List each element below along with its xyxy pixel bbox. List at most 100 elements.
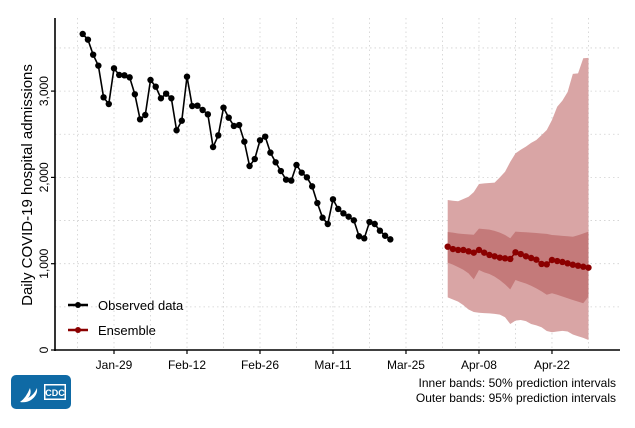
observed-data-point	[152, 83, 159, 90]
observed-data-point	[308, 183, 316, 190]
svg-text:CDC: CDC	[45, 388, 65, 398]
note-outer-bands: Outer bands: 95% prediction intervals	[416, 391, 616, 405]
observed-data-point	[199, 106, 206, 114]
note-inner-bands: Inner bands: 50% prediction intervals	[419, 376, 616, 390]
ensemble-point	[501, 255, 509, 262]
observed-data-point	[288, 177, 295, 184]
ensemble-point	[486, 251, 493, 259]
observed-data-point	[168, 95, 175, 102]
ensemble-point	[449, 245, 457, 253]
ensemble-point	[517, 250, 524, 258]
observed-data-point	[355, 233, 363, 240]
x-tick-label: Feb-12	[168, 358, 206, 372]
observed-data-point	[241, 138, 248, 145]
ensemble-point	[465, 248, 472, 255]
legend-item-observed: Observed data	[68, 298, 184, 313]
y-axis-label: Daily COVID-19 hospital admissions	[19, 64, 36, 306]
observed-data-point	[230, 122, 238, 130]
ensemble-point	[533, 256, 540, 263]
observed-data-point	[262, 133, 269, 140]
observed-data-point	[142, 111, 149, 119]
observed-data-point	[387, 236, 394, 243]
ensemble-point	[491, 253, 498, 260]
y-tick-label: 0	[37, 346, 51, 353]
observed-data-point	[162, 90, 170, 97]
observed-data-point	[293, 161, 300, 169]
observed-data-point	[335, 205, 342, 213]
observed-data-point	[215, 132, 222, 139]
ensemble-point	[564, 260, 571, 267]
observed-data-point	[267, 149, 274, 156]
y-tick-label: 1,000	[37, 248, 51, 278]
ensemble-point	[444, 243, 451, 250]
ensemble-point	[522, 253, 530, 260]
observed-data-point	[89, 51, 97, 58]
y-tick-label: 2,000	[37, 162, 51, 192]
ensemble-point	[480, 249, 488, 256]
ensemble-point	[454, 246, 462, 254]
observed-data-point	[220, 104, 227, 111]
hhs-eagle-icon	[20, 388, 38, 403]
observed-data-point	[376, 227, 384, 234]
observed-data-point	[282, 176, 290, 183]
ensemble-point	[470, 249, 477, 256]
ensemble-point	[580, 263, 587, 270]
cdc-logo: CDC	[11, 375, 71, 409]
ensemble-point	[585, 264, 592, 271]
ensemble-point	[569, 261, 577, 268]
observed-data-point	[345, 213, 352, 220]
observed-data-point	[147, 76, 154, 84]
observed-data-line	[82, 33, 391, 241]
observed-data-point	[381, 232, 389, 239]
observed-data-point	[277, 167, 285, 175]
x-tick-label: Apr-08	[461, 358, 497, 372]
band-50-percent	[447, 228, 589, 304]
observed-data-point	[298, 169, 305, 176]
ensemble-point	[496, 254, 504, 261]
observed-data-point	[225, 114, 232, 121]
observed-data-point	[116, 71, 123, 79]
observed-data-point	[303, 174, 311, 181]
observed-data-point	[126, 74, 133, 81]
legend-label-observed: Observed data	[98, 298, 184, 313]
ensemble-point	[574, 262, 582, 269]
observed-data-point	[371, 220, 378, 228]
observed-data-point	[84, 36, 92, 43]
observed-data-point	[173, 127, 180, 134]
observed-data-point	[105, 100, 112, 108]
observed-data-point	[314, 199, 321, 207]
observed-data-point	[95, 62, 102, 69]
ensemble-point	[460, 246, 467, 254]
observed-data-point	[131, 91, 139, 98]
observed-data-point	[204, 111, 212, 118]
observed-data-point	[350, 217, 358, 224]
observed-data-point	[79, 30, 86, 38]
ensemble-point	[553, 257, 561, 265]
observed-data-point	[272, 159, 279, 166]
legend-label-ensemble: Ensemble	[98, 323, 156, 338]
prediction-bands	[447, 57, 589, 340]
gridlines	[55, 18, 620, 350]
x-tick-label: Feb-26	[241, 358, 279, 372]
legend: Observed data Ensemble	[68, 298, 184, 338]
observed-data-point	[340, 210, 347, 217]
ensemble-point	[559, 258, 566, 266]
ensemble-point	[543, 261, 550, 268]
x-tick-label: Mar-25	[387, 358, 425, 372]
observed-data-point	[110, 65, 118, 72]
ensemble-point	[475, 246, 483, 254]
observed-data-point	[178, 117, 185, 124]
observed-data-point	[209, 143, 217, 151]
ensemble-point	[538, 260, 545, 268]
observed-data-point	[157, 95, 165, 102]
ensemble-point	[527, 254, 535, 262]
ensemble-point	[548, 256, 556, 264]
observed-data-point	[251, 155, 258, 163]
observed-data-point	[100, 94, 107, 101]
x-tick-label: Jan-29	[96, 358, 133, 372]
y-tick-label: 3,000	[37, 76, 51, 106]
observed-data-point	[235, 121, 243, 129]
series-lines	[79, 30, 592, 271]
observed-data-point	[319, 214, 326, 221]
